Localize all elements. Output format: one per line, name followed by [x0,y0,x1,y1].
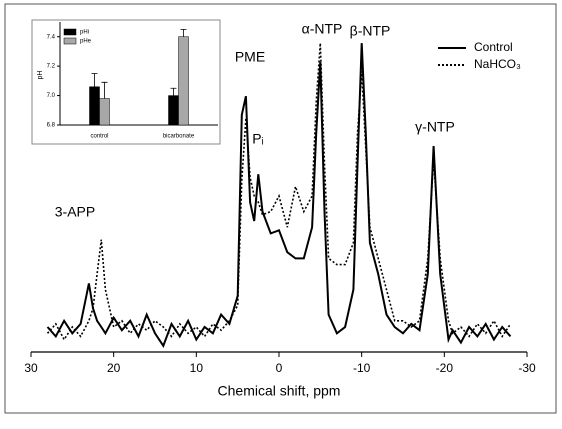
bar [99,98,110,126]
x-tick-label: control [90,134,108,140]
x-axis-label: Chemical shift, ppm [218,383,341,399]
spectrum-line [46,43,512,348]
x-tick-label: 20 [107,361,121,375]
y-tick-label: 7.0 [47,93,56,99]
error-bar [101,81,108,99]
x-tick-label: -30 [518,361,536,375]
legend-label: pHe [80,39,92,45]
error-bar [170,87,177,96]
legend-swatch [63,37,77,45]
x-tick-label: -10 [353,361,371,375]
legend-swatch [63,28,77,36]
x-tick-label: -20 [436,361,454,375]
legend-label: Control [474,40,513,54]
error-bar [91,73,98,87]
legend-label: NaHCO₃ [474,57,521,71]
frame [4,3,557,414]
peak-label: α-NTP [302,21,343,37]
peak-label: γ-NTP [415,119,455,135]
peak-label: 3-APP [55,204,95,220]
x-tick-label: bicarbonate [163,134,195,140]
x-tick-label: 10 [190,361,204,375]
error-bar [180,28,187,37]
y-axis-label: pH [37,71,44,80]
y-tick-label: 7.2 [47,64,56,70]
x-tick-label: 30 [24,361,38,375]
bar [89,86,100,126]
y-tick-label: 6.8 [47,123,56,129]
bar [178,36,189,126]
peak-label: PME [235,49,265,65]
peak-label: β-NTP [350,23,391,39]
peak-label: Pᵢ [252,131,264,147]
spectrum-line [46,43,512,342]
x-tick-label: 0 [276,361,283,375]
legend-label: pHi [80,30,89,36]
y-tick-label: 7.4 [47,34,56,40]
bar [168,95,179,126]
